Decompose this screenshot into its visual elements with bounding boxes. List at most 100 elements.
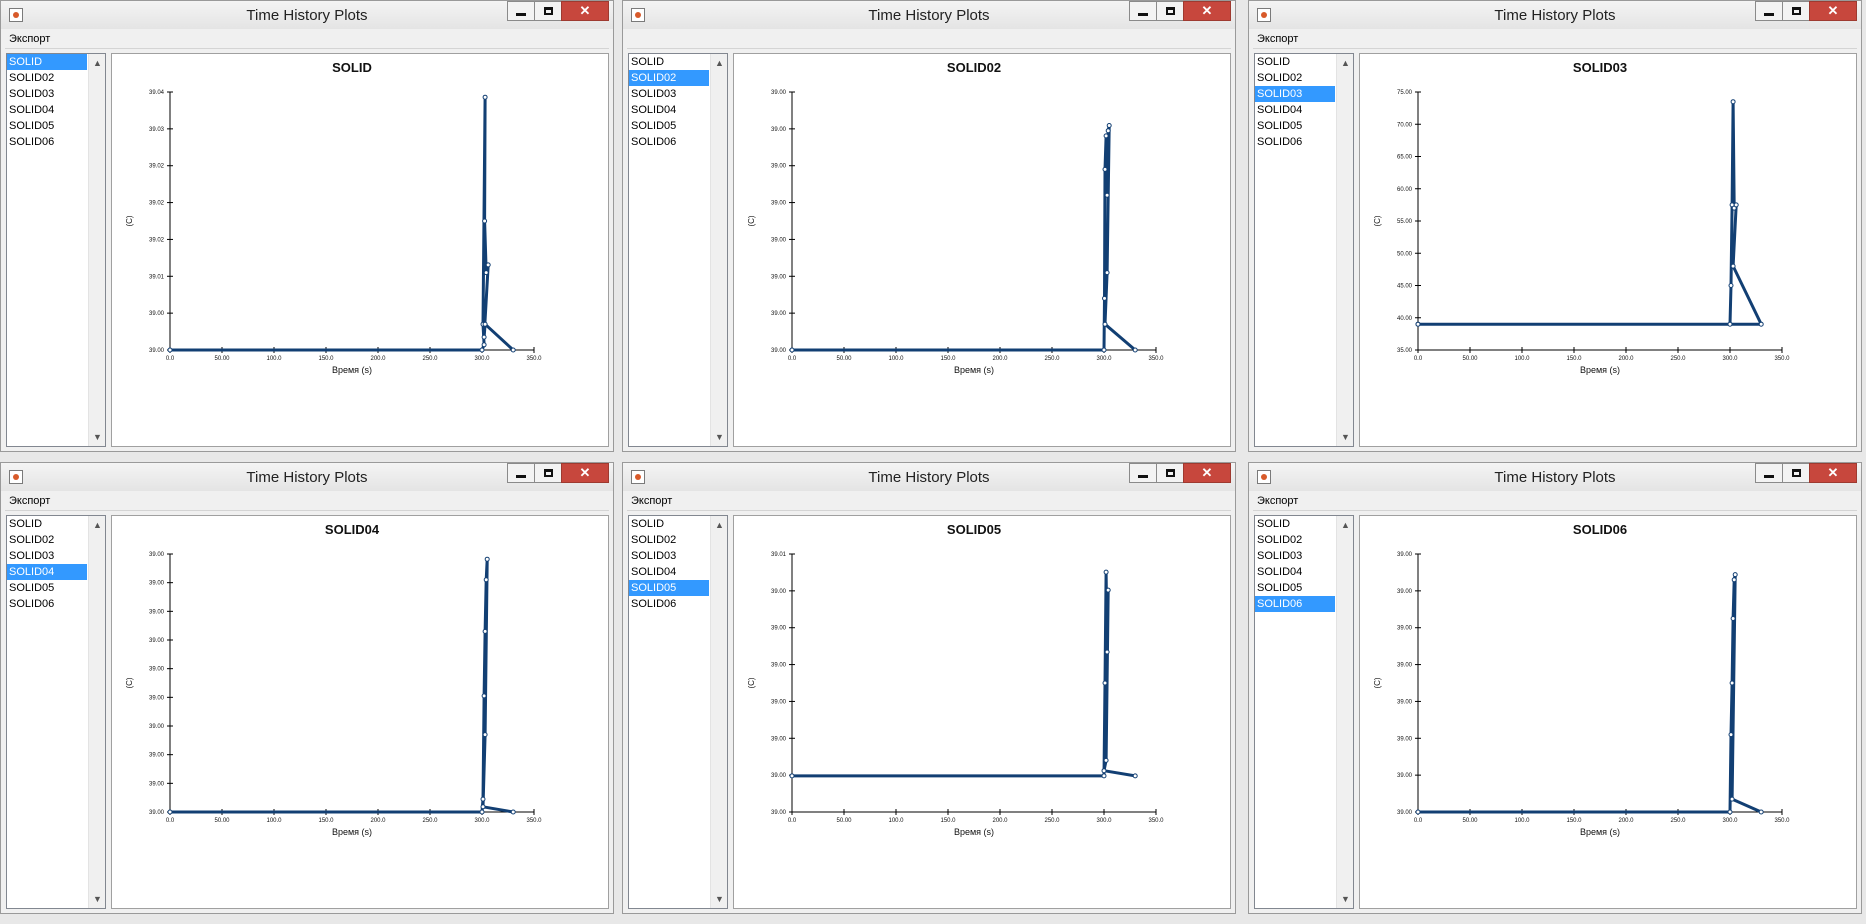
list-item[interactable]: SOLID05 bbox=[629, 580, 709, 596]
maximize-button[interactable] bbox=[534, 463, 562, 483]
list-item[interactable]: SOLID06 bbox=[1257, 136, 1303, 148]
minimize-button[interactable] bbox=[507, 1, 535, 21]
list-item[interactable]: SOLID03 bbox=[1255, 86, 1335, 102]
menu-export[interactable]: Экспорт bbox=[1257, 495, 1299, 507]
scroll-up-icon[interactable]: ▲ bbox=[93, 520, 102, 530]
list-item[interactable]: SOLID06 bbox=[631, 136, 677, 148]
maximize-button[interactable] bbox=[1782, 463, 1810, 483]
close-button[interactable]: ✕ bbox=[1183, 1, 1231, 21]
scroll-up-icon[interactable]: ▲ bbox=[715, 520, 724, 530]
list-item[interactable]: SOLID02 bbox=[9, 534, 55, 546]
close-button[interactable]: ✕ bbox=[1183, 463, 1231, 483]
x-tick-label: 300.0 bbox=[1722, 818, 1738, 824]
maximize-button[interactable] bbox=[1156, 463, 1184, 483]
list-item[interactable]: SOLID bbox=[9, 518, 43, 530]
list-item[interactable]: SOLID06 bbox=[631, 598, 677, 610]
list-item[interactable]: SOLID05 bbox=[631, 120, 677, 132]
list-item[interactable]: SOLID05 bbox=[9, 120, 55, 132]
list-item[interactable]: SOLID03 bbox=[631, 550, 677, 562]
maximize-button[interactable] bbox=[1782, 1, 1810, 21]
minimize-button[interactable] bbox=[1755, 463, 1783, 483]
y-tick-label: 39.00 bbox=[149, 552, 165, 558]
list-item[interactable]: SOLID03 bbox=[9, 88, 55, 100]
maximize-button[interactable] bbox=[534, 1, 562, 21]
list-item[interactable]: SOLID bbox=[1257, 56, 1291, 68]
minimize-button[interactable] bbox=[1129, 1, 1157, 21]
list-item[interactable]: SOLID06 bbox=[9, 598, 55, 610]
chart-panel: SOLID02 0.0 50.00 100.0 150.0 200.0 250.0 300.0… bbox=[733, 53, 1231, 447]
minimize-button[interactable] bbox=[1755, 1, 1783, 21]
close-button[interactable]: ✕ bbox=[561, 1, 609, 21]
menu-export[interactable]: Экспорт bbox=[9, 495, 51, 507]
scroll-up-icon[interactable]: ▲ bbox=[1341, 58, 1350, 68]
list-item[interactable]: SOLID02 bbox=[631, 534, 677, 546]
list-item[interactable]: SOLID05 bbox=[1257, 582, 1303, 594]
list-item[interactable]: SOLID bbox=[7, 54, 87, 70]
title-bar[interactable]: Time History Plots ✕ bbox=[1, 463, 613, 491]
solid-listbox[interactable]: SOLID SOLID02 SOLID03 SOLID04 SOLID05 SOLID06… bbox=[6, 515, 106, 909]
menu-export[interactable]: Экспорт bbox=[1257, 33, 1299, 45]
solid-listbox[interactable]: SOLID SOLID02 SOLID03 SOLID04 SOLID05 SOLID06… bbox=[1254, 53, 1354, 447]
title-bar[interactable]: Time History Plots ✕ bbox=[1249, 463, 1861, 491]
list-item[interactable]: SOLID04 bbox=[9, 104, 55, 116]
maximize-button[interactable] bbox=[1156, 1, 1184, 21]
title-bar[interactable]: Time History Plots ✕ bbox=[1249, 1, 1861, 29]
solid-listbox[interactable]: SOLID SOLID02 SOLID03 SOLID04 SOLID05 SOLID06… bbox=[1254, 515, 1354, 909]
x-tick-label: 350.0 bbox=[526, 818, 542, 824]
data-point bbox=[1103, 133, 1109, 139]
list-item[interactable]: SOLID03 bbox=[1257, 550, 1303, 562]
close-button[interactable]: ✕ bbox=[1809, 1, 1857, 21]
scroll-up-icon[interactable]: ▲ bbox=[93, 58, 102, 68]
list-item[interactable]: SOLID06 bbox=[1255, 596, 1335, 612]
x-tick-label: 100.0 bbox=[266, 818, 282, 824]
close-button[interactable]: ✕ bbox=[561, 463, 609, 483]
list-item[interactable]: SOLID05 bbox=[1257, 120, 1303, 132]
scroll-down-icon[interactable]: ▼ bbox=[715, 894, 724, 904]
list-item[interactable]: SOLID03 bbox=[631, 88, 677, 100]
list-item[interactable]: SOLID04 bbox=[631, 566, 677, 578]
data-point bbox=[1729, 796, 1735, 802]
list-item[interactable]: SOLID03 bbox=[9, 550, 55, 562]
list-item[interactable]: SOLID bbox=[631, 56, 665, 68]
list-item[interactable]: SOLID bbox=[631, 518, 665, 530]
scroll-down-icon[interactable]: ▼ bbox=[93, 432, 102, 442]
scroll-down-icon[interactable]: ▼ bbox=[1341, 894, 1350, 904]
title-bar[interactable]: Time History Plots ✕ bbox=[623, 1, 1235, 29]
listbox-scrollbar[interactable]: ▲ ▼ bbox=[88, 516, 105, 908]
list-item[interactable]: SOLID bbox=[1257, 518, 1291, 530]
listbox-scrollbar[interactable]: ▲ ▼ bbox=[88, 54, 105, 446]
title-bar[interactable]: Time History Plots ✕ bbox=[1, 1, 613, 29]
scroll-up-icon[interactable]: ▲ bbox=[715, 58, 724, 68]
menu-export[interactable]: Экспорт bbox=[9, 33, 51, 45]
close-icon: ✕ bbox=[579, 3, 591, 18]
list-item[interactable]: SOLID04 bbox=[1257, 104, 1303, 116]
listbox-scrollbar[interactable]: ▲ ▼ bbox=[1336, 54, 1353, 446]
list-item[interactable]: SOLID04 bbox=[7, 564, 87, 580]
listbox-scrollbar[interactable]: ▲ ▼ bbox=[710, 516, 727, 908]
list-item[interactable]: SOLID04 bbox=[631, 104, 677, 116]
chart-panel: SOLID05 0.0 50.00 100.0 150.0 200.0 250.0 300.0… bbox=[733, 515, 1231, 909]
list-item[interactable]: SOLID05 bbox=[9, 582, 55, 594]
list-item[interactable]: SOLID02 bbox=[629, 70, 709, 86]
list-item[interactable]: SOLID04 bbox=[1257, 566, 1303, 578]
list-item[interactable]: SOLID02 bbox=[1257, 72, 1303, 84]
scroll-down-icon[interactable]: ▼ bbox=[715, 432, 724, 442]
minimize-button[interactable] bbox=[1129, 463, 1157, 483]
list-item[interactable]: SOLID02 bbox=[9, 72, 55, 84]
solid-listbox[interactable]: SOLID SOLID02 SOLID03 SOLID04 SOLID05 SOLID06… bbox=[6, 53, 106, 447]
menu-export[interactable]: Экспорт bbox=[631, 495, 673, 507]
data-point bbox=[1106, 123, 1112, 128]
listbox-scrollbar[interactable]: ▲ ▼ bbox=[1336, 516, 1353, 908]
close-button[interactable]: ✕ bbox=[1809, 463, 1857, 483]
solid-listbox[interactable]: SOLID SOLID02 SOLID03 SOLID04 SOLID05 SOLID06… bbox=[628, 515, 728, 909]
title-bar[interactable]: Time History Plots ✕ bbox=[623, 463, 1235, 491]
scroll-down-icon[interactable]: ▼ bbox=[93, 894, 102, 904]
scroll-down-icon[interactable]: ▼ bbox=[1341, 432, 1350, 442]
list-item[interactable]: SOLID02 bbox=[1257, 534, 1303, 546]
scroll-up-icon[interactable]: ▲ bbox=[1341, 520, 1350, 530]
list-item[interactable]: SOLID06 bbox=[9, 136, 55, 148]
solid-listbox[interactable]: SOLID SOLID02 SOLID03 SOLID04 SOLID05 SOLID06… bbox=[628, 53, 728, 447]
listbox-scrollbar[interactable]: ▲ ▼ bbox=[710, 54, 727, 446]
minimize-button[interactable] bbox=[507, 463, 535, 483]
y-tick-label: 60.00 bbox=[1397, 187, 1413, 193]
